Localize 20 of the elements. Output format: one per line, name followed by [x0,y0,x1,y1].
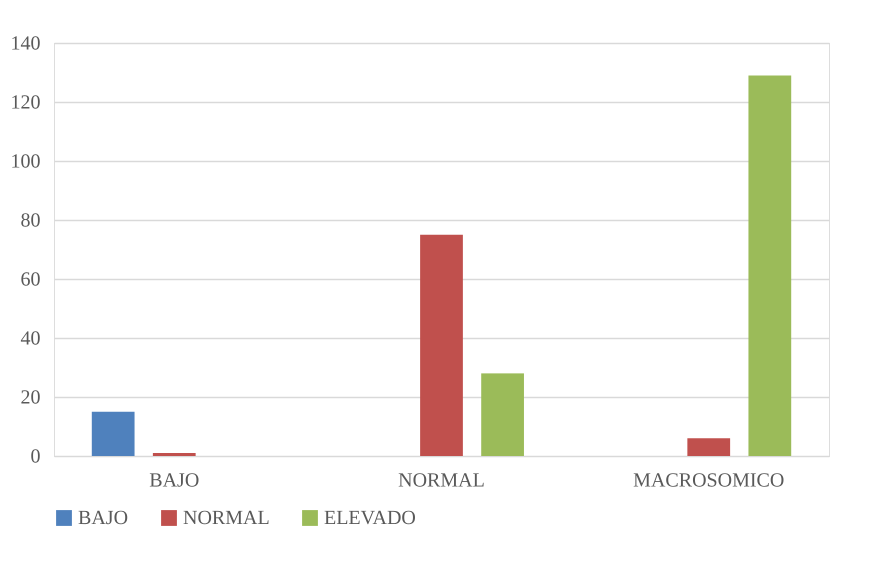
x-tick-label: NORMAL [398,470,485,492]
x-tick-label: MACROSOMICO [633,470,784,492]
y-tick-label: 120 [10,92,40,114]
legend-label: BAJO [78,507,128,529]
bar [687,438,730,456]
x-tick-label: BAJO [149,470,200,492]
y-tick-label: 60 [20,268,40,290]
y-tick-label: 20 [20,386,40,408]
y-tick-label: 0 [30,446,40,468]
y-tick-label: 40 [20,328,40,350]
legend-label: NORMAL [183,507,270,529]
y-tick-label: 100 [10,150,40,172]
y-tick-label: 80 [20,210,40,232]
bar [92,412,135,456]
bar [748,75,792,456]
legend-label: ELEVADO [324,507,416,529]
bar [420,234,463,456]
bar [481,373,524,456]
bar [152,453,196,456]
y-tick-label: 140 [10,32,40,54]
